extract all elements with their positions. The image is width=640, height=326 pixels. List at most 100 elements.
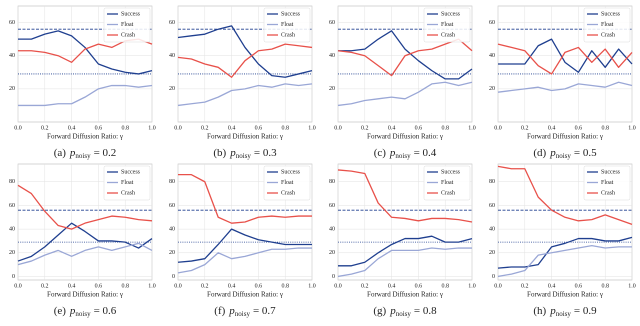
y-tick-label: 60	[169, 203, 175, 209]
legend-label: Crash	[121, 190, 135, 196]
x-tick-label: 0.4	[388, 283, 396, 289]
x-tick-label: 0.4	[548, 125, 556, 131]
y-tick-label: 60	[329, 203, 335, 209]
x-tick-label: 0.8	[441, 283, 449, 289]
series-line	[497, 236, 633, 269]
y-tick-label: 40	[169, 53, 175, 59]
caption: (f) pnoisy = 0.7	[214, 305, 276, 318]
y-tick-label: 40	[489, 53, 495, 59]
x-tick-label: 0.0	[334, 283, 342, 289]
y-tick-label: 80	[489, 179, 495, 185]
legend-label: Crash	[441, 190, 455, 196]
series-line	[497, 165, 633, 225]
y-tick-label: 20	[9, 250, 15, 256]
legend-label: Float	[441, 22, 454, 28]
x-tick-label: 0.4	[548, 283, 556, 289]
subplot: 0.0 0.2 0.4 0.6 0.8 1.0 20 40 60 Success Float Cras…	[329, 5, 476, 160]
legend-label: Success	[601, 11, 621, 17]
y-tick-label: 60	[489, 20, 495, 26]
legend-label: Float	[441, 180, 454, 186]
x-axis-label: Forward Diffusion Ratio: γ	[367, 291, 443, 299]
caption-label: (d)	[533, 147, 546, 159]
caption-sub: noisy	[235, 310, 251, 318]
legend-box	[423, 7, 471, 43]
legend-label: Success	[121, 11, 141, 17]
series-line	[177, 43, 313, 78]
caption-sub: noisy	[75, 310, 91, 318]
subplot: 0.0 0.2 0.4 0.6 0.8 1.0 0 20 40 60 80 Success Float C…	[9, 163, 156, 318]
y-tick-label: 40	[489, 226, 495, 232]
y-tick-label: 20	[169, 86, 175, 92]
legend-label: Crash	[441, 32, 455, 38]
caption-var: p	[69, 305, 76, 317]
series-line	[177, 228, 312, 263]
series-line	[338, 30, 473, 80]
caption-value: = 0.7	[253, 305, 276, 317]
y-tick-label: 40	[9, 226, 15, 232]
y-tick-label: 20	[9, 86, 15, 92]
x-tick-label: 0.6	[95, 125, 103, 131]
x-axis-label: Forward Diffusion Ratio: γ	[527, 133, 603, 141]
x-tick-label: 0.6	[255, 125, 263, 131]
series-line	[338, 235, 473, 267]
caption-label: (h)	[533, 305, 546, 317]
x-tick-label: 0.2	[521, 125, 529, 131]
subplot: 0.0 0.2 0.4 0.6 0.8 1.0 0 20 40 60 80 Success Float C…	[489, 163, 636, 318]
y-tick-label: 60	[169, 20, 175, 26]
x-tick-label: 0.2	[361, 125, 369, 131]
x-axis-label: Forward Diffusion Ratio: γ	[527, 291, 603, 299]
series-line	[337, 81, 473, 107]
series-line	[337, 169, 473, 223]
y-tick-label: 40	[169, 226, 175, 232]
caption-sub: noisy	[395, 152, 411, 160]
legend-label: Success	[121, 169, 141, 175]
y-tick-label: 20	[169, 250, 175, 256]
legend-label: Success	[441, 169, 461, 175]
caption-label: (e)	[54, 305, 67, 317]
x-tick-label: 0.0	[14, 283, 22, 289]
legend-label: Crash	[281, 32, 295, 38]
x-tick-label: 0.2	[41, 125, 49, 131]
x-axis-label: Forward Diffusion Ratio: γ	[47, 291, 123, 299]
caption-var: p	[549, 305, 556, 317]
x-tick-label: 1.0	[148, 283, 156, 289]
legend-label: Success	[441, 11, 461, 17]
x-tick-label: 0.2	[201, 283, 209, 289]
x-tick-label: 0.4	[228, 125, 236, 131]
y-tick-label: 20	[329, 86, 335, 92]
x-tick-label: 0.4	[388, 125, 396, 131]
series-line	[177, 247, 312, 274]
x-tick-label: 0.6	[415, 125, 423, 131]
y-tick-label: 60	[9, 20, 15, 26]
series-line	[18, 30, 153, 75]
x-tick-label: 0.8	[121, 283, 129, 289]
series-line	[498, 38, 633, 73]
legend-label: Crash	[601, 32, 615, 38]
caption: (h) pnoisy = 0.9	[533, 305, 597, 318]
series-line	[177, 25, 313, 78]
legend-box	[583, 7, 631, 43]
x-tick-label: 0.8	[281, 125, 289, 131]
series-line	[18, 84, 153, 107]
caption-value: = 0.8	[414, 305, 437, 317]
x-tick-label: 0.8	[601, 125, 609, 131]
caption-sub: noisy	[236, 152, 252, 160]
y-tick-label: 0	[492, 274, 495, 280]
x-axis-label: Forward Diffusion Ratio: γ	[367, 133, 443, 141]
y-tick-label: 20	[489, 86, 495, 92]
caption-var: p	[229, 147, 236, 159]
subplot: 0.0 0.2 0.4 0.6 0.8 1.0 20 40 60 Success Float Cras…	[169, 5, 316, 160]
legend-box	[263, 165, 311, 201]
legend-label: Crash	[601, 190, 615, 196]
series-line	[337, 247, 472, 278]
legend-label: Success	[281, 169, 301, 175]
legend-label: Crash	[281, 190, 295, 196]
series-line	[17, 184, 153, 230]
legend-label: Float	[281, 180, 294, 186]
x-tick-label: 1.0	[468, 283, 476, 289]
series-line	[497, 81, 633, 93]
series-line	[17, 242, 153, 266]
x-tick-label: 0.8	[601, 283, 609, 289]
series-line	[337, 38, 473, 77]
